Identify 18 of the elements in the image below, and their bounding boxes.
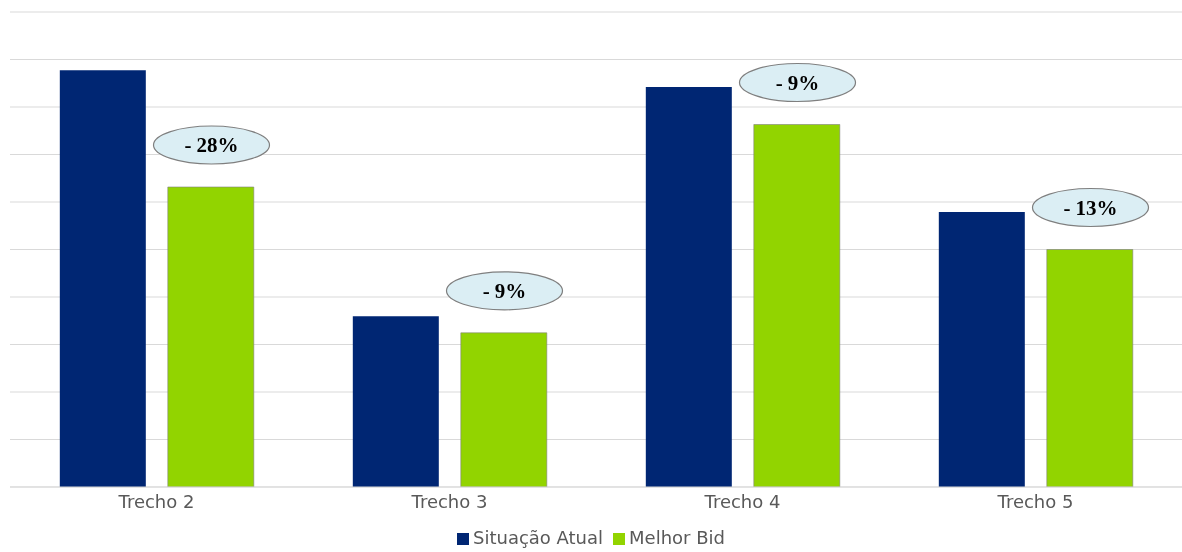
x-tick-label: Trecho 3	[410, 490, 488, 512]
bar	[59, 70, 146, 487]
annotation: - 9%	[775, 70, 820, 95]
annotation: - 13%	[1063, 195, 1118, 220]
legend-label: Situação Atual	[472, 527, 604, 548]
bar	[938, 212, 1025, 487]
bar	[645, 87, 732, 487]
bar	[460, 332, 548, 487]
x-tick-label: Trecho 2	[117, 490, 195, 512]
bar	[352, 316, 439, 487]
annotation: - 9%	[482, 278, 527, 303]
legend-label: Melhor Bid	[629, 527, 725, 548]
bar	[753, 124, 841, 487]
x-tick-label: Trecho 4	[703, 490, 781, 512]
bar	[1046, 249, 1134, 487]
annotation: - 28%	[184, 133, 239, 157]
x-tick-label: Trecho 5	[996, 490, 1074, 512]
bar	[167, 186, 255, 487]
